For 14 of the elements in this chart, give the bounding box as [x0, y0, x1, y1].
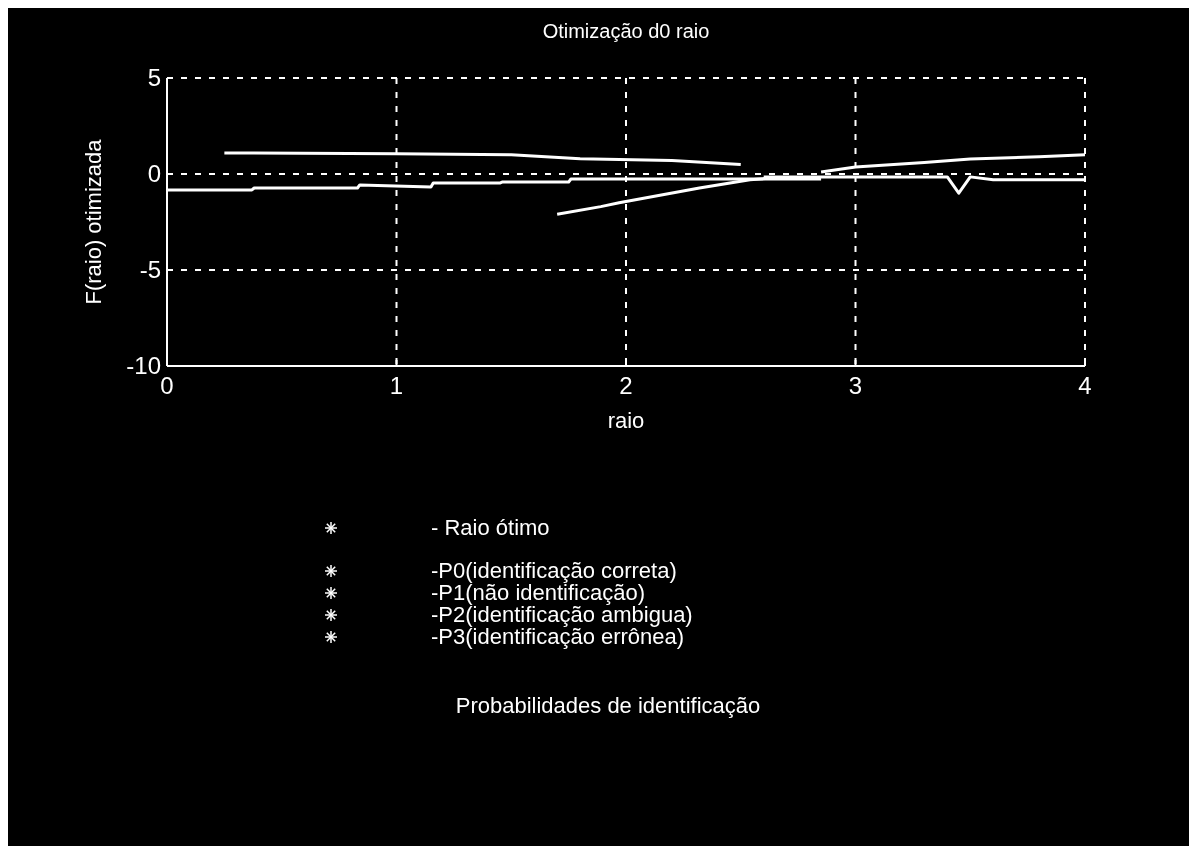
- x-tick-label: 4: [1078, 372, 1092, 399]
- y-tick-label: -10: [126, 352, 161, 379]
- x-tick-label: 3: [848, 372, 863, 399]
- x-axis-title: raio: [607, 408, 645, 433]
- y-axis-title: F(raio) otimizada: [81, 138, 106, 305]
- y-tick-label: 0: [147, 160, 161, 187]
- text: - Raio ótimo: [431, 515, 550, 540]
- chart-title: Otimização d0 raio: [542, 20, 710, 42]
- y-tick-label: -5: [139, 256, 161, 283]
- x-tick-label: 1: [389, 372, 404, 399]
- y-tick-label: 5: [147, 64, 161, 91]
- text: Probabilidades de identificação: [455, 693, 761, 718]
- x-tick-label: 2: [619, 372, 633, 399]
- text: -P0(identificação correta): [431, 558, 677, 583]
